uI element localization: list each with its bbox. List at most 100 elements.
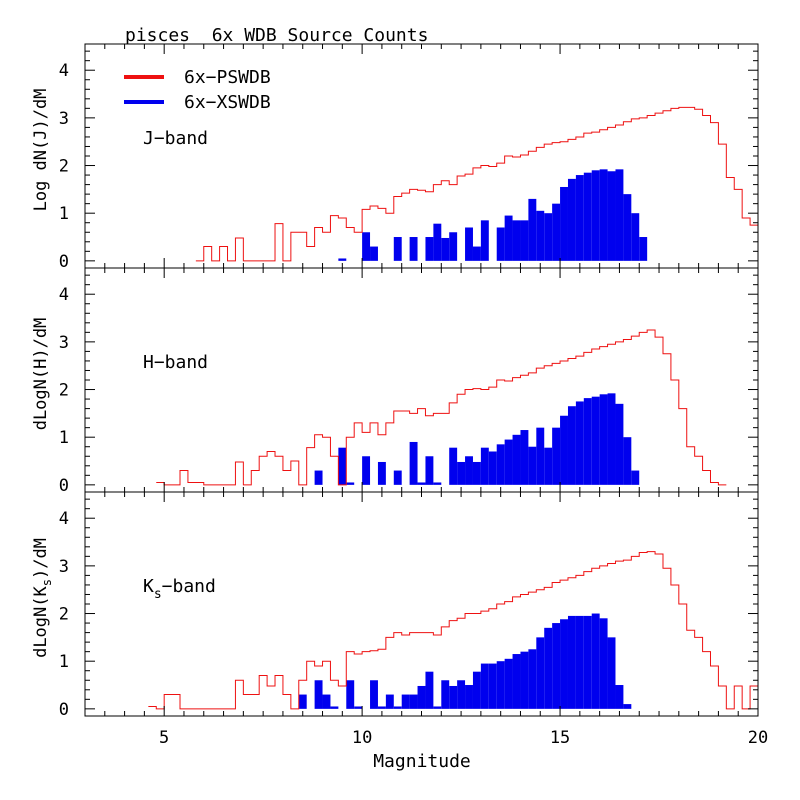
xswdb-bar — [457, 680, 466, 709]
panel-frame — [84, 267, 759, 493]
xswdb-bar — [599, 394, 608, 485]
xswdb-bar — [409, 441, 418, 485]
xswdb-bar — [520, 220, 529, 261]
y-tick-label: 2 — [59, 157, 69, 177]
xswdb-bar — [591, 170, 600, 261]
xswdb-bar — [472, 671, 481, 709]
xswdb-bar — [370, 680, 378, 709]
xswdb-bar — [623, 437, 632, 485]
y-axis-label-main: dLogN(H)/dM — [31, 318, 51, 431]
y-tick-label: 3 — [59, 557, 69, 577]
xswdb-bar — [472, 461, 481, 485]
xswdb-bar — [623, 194, 632, 261]
y-tick-label: 4 — [59, 509, 69, 529]
panel-2: 0 1 2 3 4 H−band dLogN(H)/dM — [31, 267, 759, 496]
xswdb-bar — [370, 246, 378, 261]
xswdb-bar — [322, 694, 331, 709]
xswdb-bar — [536, 637, 545, 709]
xswdb-bar — [496, 227, 505, 261]
xswdb-bar — [488, 663, 497, 709]
x-tick-label: 5 — [159, 728, 169, 748]
xswdb-bar — [354, 706, 363, 709]
xswdb-bar — [425, 671, 434, 709]
y-axis-label-main: Log dN(J)/dM — [31, 89, 51, 212]
xswdb-bar — [567, 406, 576, 485]
band-label-main: J−band — [143, 128, 208, 149]
x-tick-label: 15 — [550, 728, 570, 748]
xswdb-bar — [346, 482, 355, 485]
xswdb-bar — [567, 615, 576, 709]
xswdb-bar — [631, 470, 640, 485]
xswdb-bar — [457, 461, 466, 485]
xswdb-bar — [536, 210, 545, 261]
xswdb-bar — [425, 237, 434, 261]
panel-frame — [84, 491, 759, 717]
band-label-sub: s — [154, 587, 162, 602]
xswdb-bar — [298, 694, 307, 709]
xswdb-bar — [544, 627, 553, 709]
xswdb-bar — [552, 623, 561, 709]
xswdb-bar — [560, 186, 568, 261]
xswdb-bar — [615, 169, 624, 261]
xswdb-bar — [512, 220, 521, 261]
xswdb-bar — [599, 618, 608, 709]
xswdb-bar — [496, 661, 505, 709]
xswdb-bar — [314, 680, 323, 709]
xswdb-bar — [449, 685, 458, 709]
y-axis-label-suffix: )/dM — [31, 538, 51, 579]
xswdb-bar — [560, 619, 568, 709]
xswdb-bar — [504, 658, 513, 709]
band-label: H−band — [143, 352, 208, 373]
xswdb-bar — [433, 706, 442, 709]
xswdb-bar — [583, 398, 592, 485]
xswdb-bar — [544, 447, 553, 485]
xswdb-bar — [449, 232, 458, 261]
xswdb-bar — [504, 439, 513, 485]
xswdb-bar — [575, 175, 584, 261]
xswdb-bar — [425, 456, 434, 485]
xswdb-bar — [504, 215, 513, 261]
y-tick-label: 0 — [59, 476, 69, 496]
xswdb-bar — [560, 415, 568, 485]
xswdb-bar — [409, 237, 418, 261]
xswdb-bar — [496, 444, 505, 485]
y-tick-label: 1 — [59, 204, 69, 224]
xswdb-bar — [607, 637, 616, 709]
xswdb-bar — [615, 685, 624, 709]
chart-panels: 0 1 2 3 4 J−band Log dN(J)/dM 0 1 2 3 4 H−band dLogN(… — [31, 43, 768, 748]
xswdb-bar — [512, 434, 521, 485]
y-tick-label: 1 — [59, 652, 69, 672]
chart-title: pisces 6x WDB Source Counts — [125, 25, 428, 46]
xswdb-bar — [433, 482, 442, 485]
xswdb-bar — [465, 227, 473, 261]
pswdb-step-line — [148, 551, 758, 710]
xswdb-bar — [417, 685, 426, 709]
xswdb-bar — [480, 220, 489, 261]
y-tick-label: 0 — [59, 700, 69, 720]
band-label-main: H−band — [143, 352, 208, 373]
xswdb-bar — [362, 456, 371, 485]
xswdb-bar — [599, 169, 608, 261]
xswdb-bar — [417, 482, 426, 485]
y-axis-label: dLogN(Ks)/dM — [31, 538, 54, 658]
xswdb-bar — [488, 451, 497, 485]
xswdb-bar — [528, 649, 537, 709]
xswdb-bar — [623, 704, 632, 709]
xswdb-bar — [401, 694, 410, 709]
y-axis-label: Log dN(J)/dM — [31, 89, 51, 212]
y-axis-label-main: dLogN(K — [31, 586, 51, 658]
xswdb-bar — [465, 685, 473, 709]
x-axis-label: Magnitude — [373, 751, 471, 772]
xswdb-bar — [607, 393, 616, 485]
xswdb-bar — [338, 258, 347, 261]
xswdb-bar — [520, 430, 529, 485]
xswdb-bar — [480, 447, 489, 485]
xswdb-bar — [393, 706, 402, 709]
xswdb-bar — [377, 461, 386, 485]
xswdb-bar — [591, 396, 600, 485]
xswdb-bar — [591, 613, 600, 709]
y-tick-label: 2 — [59, 605, 69, 625]
y-axis-label-sub: s — [40, 579, 54, 586]
xswdb-bar — [631, 213, 640, 261]
